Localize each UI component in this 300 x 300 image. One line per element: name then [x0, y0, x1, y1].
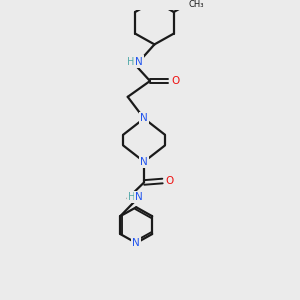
Text: O: O — [166, 176, 174, 186]
Text: CH₃: CH₃ — [188, 0, 204, 9]
Text: N: N — [140, 157, 148, 167]
Text: N: N — [135, 57, 143, 67]
Text: N: N — [135, 192, 143, 202]
Text: H: H — [128, 192, 136, 202]
Text: O: O — [171, 76, 179, 86]
Text: H: H — [127, 57, 134, 67]
Text: N: N — [132, 238, 140, 248]
Text: N: N — [140, 113, 148, 124]
